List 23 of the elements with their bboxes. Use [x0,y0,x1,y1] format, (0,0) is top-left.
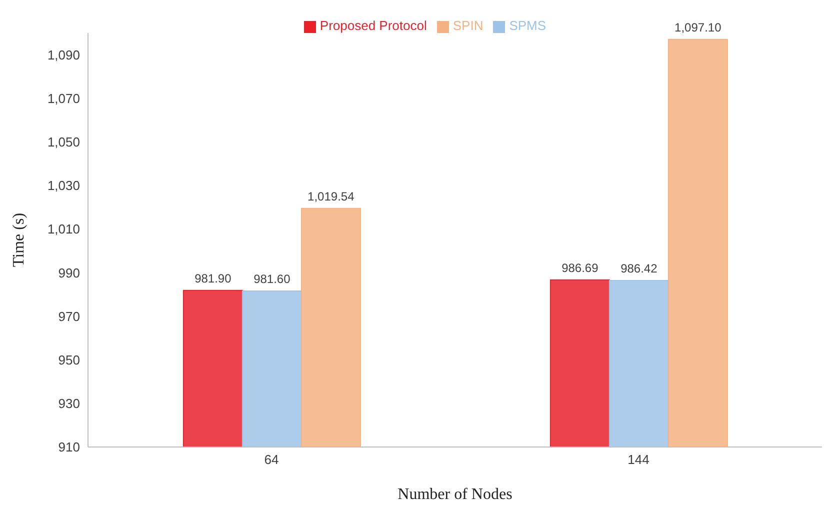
x-tick-label: 144 [628,452,650,468]
y-tick-label: 970 [58,308,80,324]
y-tick-label: 1,050 [47,134,80,150]
x-axis-title: Number of Nodes [398,486,512,503]
y-axis-title: Time (s) [10,212,28,268]
y-tick-label: 950 [58,352,80,368]
data-label: 1,019.54 [308,189,355,204]
data-label: 986.69 [562,260,599,275]
data-label: 981.60 [254,272,291,286]
data-label: 986.42 [620,261,658,276]
y-tick-label: 1,030 [47,178,80,194]
legend-label: Proposed Protocol [320,18,427,33]
y-tick-label: 910 [58,440,80,455]
data-label: 981.90 [194,271,232,286]
y-tick-label: 990 [58,265,80,280]
legend-label: SPMS [509,18,546,33]
y-tick-label: 1,070 [47,90,80,106]
data-label: 1,097.10 [674,20,722,34]
legend-label: SPIN [452,18,484,33]
x-tick-label: 64 [264,452,279,468]
y-tick-label: 1,090 [47,47,80,62]
y-tick-label: 1,010 [47,222,80,237]
y-tick-label: 930 [58,396,80,412]
